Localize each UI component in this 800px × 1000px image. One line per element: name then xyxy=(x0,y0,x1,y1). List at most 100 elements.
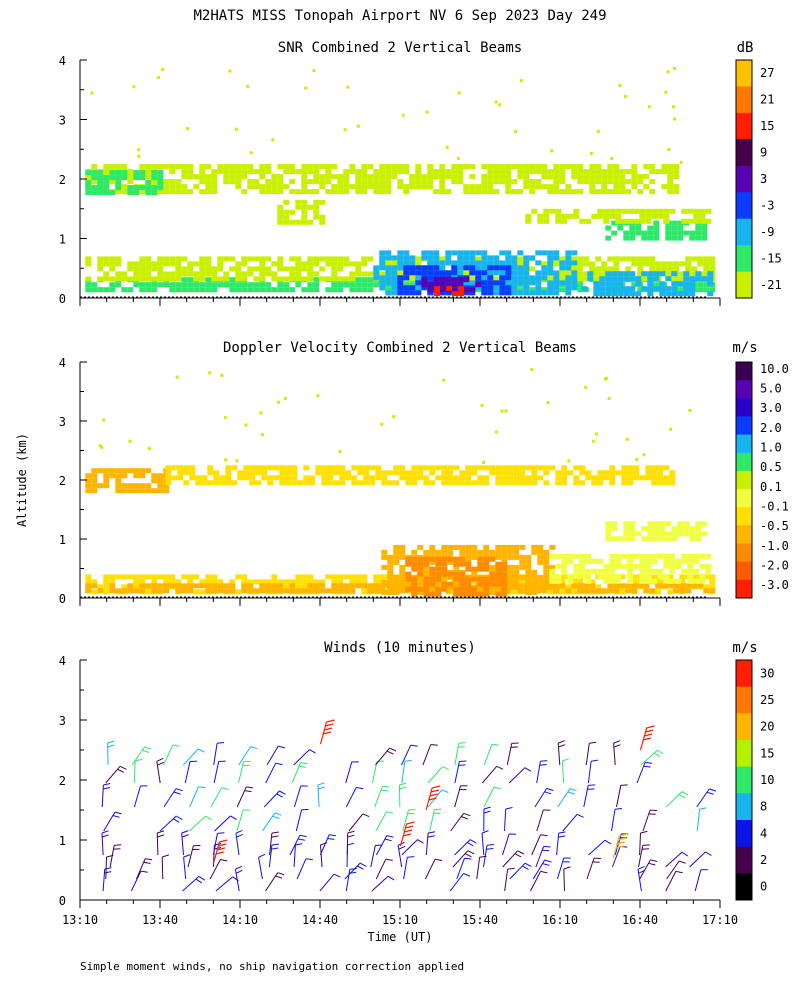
field-cell xyxy=(139,276,146,282)
field-cell xyxy=(519,544,526,550)
field-cell xyxy=(205,266,212,272)
wind-barb-flag xyxy=(483,810,491,814)
field-cell xyxy=(199,189,206,195)
field-cell xyxy=(565,285,572,291)
field-cell xyxy=(235,574,242,580)
field-cell xyxy=(283,282,290,288)
field-cell xyxy=(655,169,662,175)
field-cell xyxy=(695,521,702,527)
field-cell xyxy=(669,553,676,559)
field-cell xyxy=(241,174,248,180)
field-cell xyxy=(295,276,302,282)
field-cell xyxy=(385,179,392,185)
field-cell xyxy=(217,579,224,585)
field-cell xyxy=(453,561,460,567)
field-cell xyxy=(659,536,666,542)
field-cell xyxy=(511,290,518,296)
wind-barb-flag xyxy=(467,850,475,855)
y-tick-label: 4 xyxy=(59,54,66,68)
wind-barb-flag xyxy=(236,833,244,838)
field-speckle xyxy=(589,151,593,155)
field-cell xyxy=(583,174,590,180)
field-cell xyxy=(145,185,152,191)
wind-barb-staff xyxy=(130,870,142,892)
field-cell xyxy=(325,164,332,170)
field-cell xyxy=(535,260,542,266)
wind-barb-flag xyxy=(305,858,313,861)
field-cell xyxy=(127,488,134,494)
y-tick-label: 3 xyxy=(59,714,66,728)
field-cell xyxy=(241,276,248,282)
field-cell xyxy=(121,483,128,489)
colorbar-label: 2.0 xyxy=(760,421,782,435)
field-cell xyxy=(265,287,272,293)
field-cell xyxy=(665,286,672,292)
field-cell xyxy=(639,208,646,214)
field-cell xyxy=(271,276,278,282)
field-cell xyxy=(637,189,644,195)
field-cell xyxy=(463,290,470,296)
field-speckle xyxy=(228,69,232,73)
field-cell xyxy=(133,488,140,494)
field-cell xyxy=(667,574,674,580)
field-cell xyxy=(181,266,188,272)
field-cell xyxy=(589,169,596,175)
field-cell xyxy=(397,169,404,175)
field-cell xyxy=(495,480,502,486)
field-cell xyxy=(103,468,110,474)
field-cell xyxy=(247,282,254,288)
field-cell xyxy=(205,579,212,585)
field-cell xyxy=(271,179,278,185)
colorbar-label: 0 xyxy=(760,880,767,894)
field-cell xyxy=(175,261,182,267)
field-cell xyxy=(169,169,176,175)
field-cell xyxy=(291,470,298,476)
field-speckle xyxy=(604,376,608,380)
field-cell xyxy=(603,568,610,574)
field-cell xyxy=(543,213,550,219)
field-cell xyxy=(607,174,614,180)
field-cell xyxy=(385,255,392,261)
field-cell xyxy=(573,213,580,219)
field-cell xyxy=(391,270,398,276)
field-cell xyxy=(665,531,672,537)
field-cell xyxy=(631,256,638,262)
field-cell xyxy=(447,549,454,555)
field-cell xyxy=(495,576,502,582)
field-cell xyxy=(477,576,484,582)
field-cell xyxy=(643,184,650,190)
field-cell xyxy=(385,287,392,293)
field-cell xyxy=(199,256,206,262)
field-cell xyxy=(565,290,572,296)
field-cell xyxy=(611,230,618,236)
field-cell xyxy=(577,579,584,585)
field-cell xyxy=(469,184,476,190)
footer-note: Simple moment winds, no ship navigation … xyxy=(80,960,464,973)
field-cell xyxy=(403,184,410,190)
winds-barbs xyxy=(101,719,717,892)
field-cell xyxy=(259,164,266,170)
wind-barb-flag xyxy=(156,757,164,762)
field-speckle xyxy=(456,156,460,160)
field-cell xyxy=(695,271,702,277)
field-cell xyxy=(115,574,122,580)
field-cell xyxy=(145,266,152,272)
field-cell xyxy=(397,250,404,256)
wind-barb-staff xyxy=(133,760,136,784)
field-cell xyxy=(273,465,280,471)
wind-barb-staff xyxy=(374,786,383,808)
field-cell xyxy=(181,189,188,195)
field-cell xyxy=(373,184,380,190)
field-cell xyxy=(295,204,302,210)
field-cell xyxy=(559,280,566,286)
x-tick-label: 13:40 xyxy=(142,913,178,927)
field-cell xyxy=(561,558,568,564)
field-cell xyxy=(537,549,544,555)
field-cell xyxy=(399,475,406,481)
field-cell xyxy=(205,179,212,185)
field-cell xyxy=(661,261,668,267)
field-cell xyxy=(595,169,602,175)
field-cell xyxy=(403,169,410,175)
field-cell xyxy=(609,475,616,481)
wind-barb-flag xyxy=(469,839,477,844)
